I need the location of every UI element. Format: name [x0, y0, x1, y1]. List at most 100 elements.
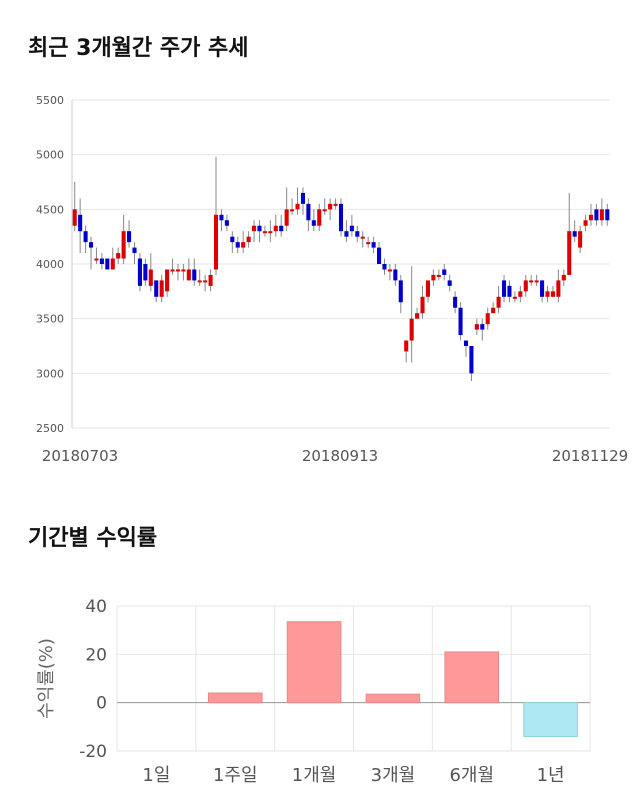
- x-tick-label: 3개월: [371, 765, 416, 786]
- candle-body: [393, 269, 398, 281]
- bar: [207, 692, 263, 704]
- candle-body: [219, 214, 224, 221]
- candle-body: [110, 258, 115, 270]
- candle-body: [137, 258, 142, 286]
- candle-body: [213, 214, 219, 270]
- candle-body: [83, 231, 88, 243]
- candle-body: [605, 209, 610, 221]
- candle-body: [436, 274, 441, 277]
- candle-body: [529, 280, 534, 283]
- candle-body: [121, 231, 126, 259]
- candle-body: [338, 203, 344, 232]
- candle-body: [474, 324, 479, 330]
- candle-body: [578, 231, 583, 248]
- y-tick-label: -20: [79, 742, 107, 762]
- candle-body: [203, 280, 208, 283]
- candle-body: [453, 296, 458, 308]
- candle-body: [431, 274, 436, 281]
- candle-body: [545, 291, 550, 297]
- candle-body: [116, 253, 121, 259]
- candle-body: [583, 220, 588, 226]
- stock-chart-title: 최근 3개월간 주가 추세: [28, 36, 249, 61]
- candle-body: [442, 269, 447, 275]
- y-tick-label: 5000: [36, 149, 64, 162]
- y-tick-label: 5500: [36, 94, 64, 107]
- candle-body: [72, 209, 77, 226]
- candle-body: [507, 285, 512, 297]
- candle-body: [561, 274, 566, 281]
- candle-body: [349, 225, 354, 232]
- x-tick-label: 1일: [142, 765, 170, 786]
- candle-body: [377, 247, 382, 264]
- candle-body: [154, 280, 159, 297]
- candle-body: [186, 269, 191, 281]
- candle-body: [317, 209, 322, 226]
- x-tick-label: 20180913: [302, 447, 378, 465]
- y-tick-label: 20: [85, 645, 107, 665]
- x-tick-label: 1년: [537, 765, 565, 786]
- candle-body: [518, 291, 523, 297]
- candle-body: [398, 280, 403, 303]
- candle-body: [534, 280, 539, 283]
- candle-body: [425, 280, 430, 297]
- candle-body: [273, 225, 278, 232]
- candle-body: [588, 214, 594, 221]
- candle-body: [404, 340, 409, 352]
- candle-body: [230, 236, 235, 243]
- y-tick-label: 3500: [36, 313, 64, 326]
- x-tick-label: 20180703: [42, 447, 118, 465]
- x-tick-label: 20181129: [552, 447, 628, 465]
- candle-body: [99, 258, 104, 264]
- candle-body: [409, 318, 414, 341]
- candle-body: [257, 225, 262, 232]
- candle-body: [387, 269, 392, 272]
- candle-body: [105, 258, 110, 270]
- candle-body: [322, 209, 327, 212]
- candle-body: [512, 296, 517, 299]
- candle-body: [241, 242, 246, 248]
- y-tick-label: 2500: [36, 422, 64, 435]
- candle-body: [447, 280, 452, 286]
- candle-body: [550, 291, 555, 297]
- candle-body: [246, 236, 251, 243]
- candle-body: [170, 269, 175, 272]
- candle-body: [295, 203, 300, 210]
- candle-body: [420, 296, 425, 314]
- bar: [365, 693, 421, 704]
- candle-body: [88, 242, 94, 248]
- candle-body: [333, 203, 338, 206]
- candle-body: [290, 209, 295, 212]
- candle-body: [366, 242, 371, 245]
- candle-body: [594, 209, 599, 221]
- candle-body: [328, 203, 333, 210]
- candle-body: [540, 280, 545, 297]
- candle-body: [344, 231, 349, 237]
- bar: [523, 702, 578, 738]
- candle-body: [165, 269, 170, 292]
- y-tick-label: 4500: [36, 203, 64, 216]
- y-tick-label: 0: [96, 694, 107, 714]
- candle-body: [181, 269, 186, 272]
- x-tick-label: 1개월: [292, 765, 337, 786]
- bar: [444, 651, 500, 704]
- candle-body: [268, 231, 273, 234]
- y-tick-label: 40: [85, 597, 107, 617]
- candle-body: [78, 214, 83, 232]
- y-tick-label: 3000: [36, 367, 64, 380]
- candle-body: [496, 296, 501, 308]
- candle-body: [175, 269, 181, 272]
- candle-body: [523, 280, 528, 292]
- bar: [286, 621, 342, 704]
- candle-body: [148, 269, 153, 286]
- candle-body: [491, 307, 496, 314]
- candle-body: [458, 307, 463, 336]
- candle-body: [463, 340, 469, 346]
- candle-body: [300, 192, 305, 204]
- candle-body: [306, 203, 311, 221]
- returns-chart-title: 기간별 수익률: [28, 526, 158, 551]
- candle-body: [382, 264, 387, 270]
- candle-body: [572, 231, 577, 237]
- candle-body: [132, 247, 137, 254]
- candle-body: [127, 231, 132, 243]
- candle-body: [485, 313, 490, 325]
